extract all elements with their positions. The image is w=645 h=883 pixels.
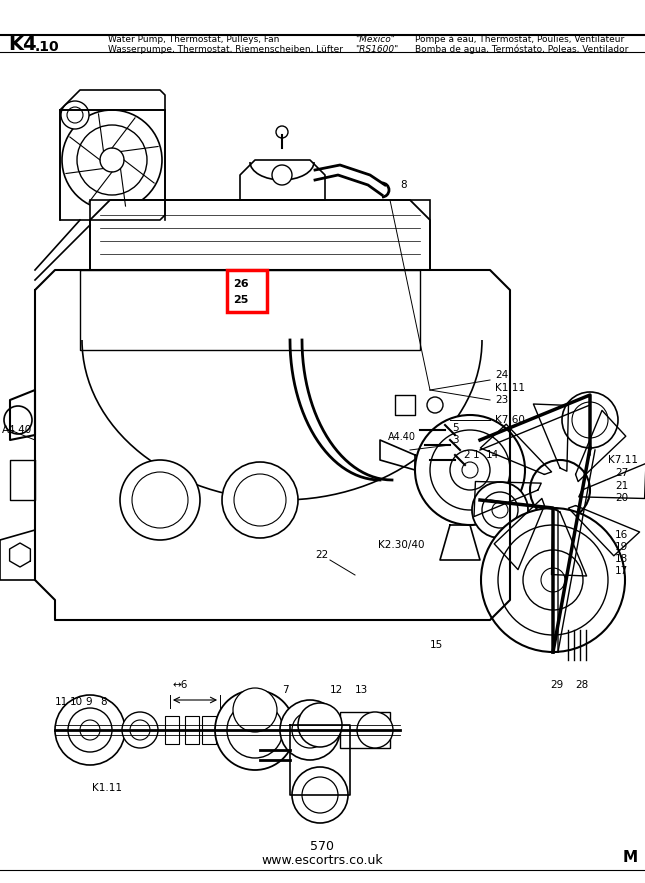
Bar <box>165 716 179 744</box>
Text: 3: 3 <box>452 435 459 445</box>
Text: A4.40: A4.40 <box>2 425 32 435</box>
Text: 2: 2 <box>463 450 470 460</box>
Circle shape <box>61 101 89 129</box>
Text: 11: 11 <box>55 697 68 707</box>
Text: 18: 18 <box>615 554 628 564</box>
Circle shape <box>215 690 295 770</box>
Circle shape <box>492 502 508 518</box>
Text: 17: 17 <box>615 566 628 576</box>
Circle shape <box>472 482 528 538</box>
Circle shape <box>302 777 338 813</box>
Circle shape <box>276 126 288 138</box>
Circle shape <box>120 460 200 540</box>
Circle shape <box>4 406 32 434</box>
Circle shape <box>234 474 286 526</box>
Text: A4.40: A4.40 <box>388 432 416 442</box>
Circle shape <box>415 415 525 525</box>
Text: 29: 29 <box>550 680 563 690</box>
Circle shape <box>130 720 150 740</box>
Text: 570: 570 <box>310 841 334 854</box>
Circle shape <box>298 703 342 747</box>
Text: 20: 20 <box>615 493 628 503</box>
Circle shape <box>233 688 277 732</box>
Bar <box>202 716 216 744</box>
Text: .10: .10 <box>35 40 59 54</box>
Circle shape <box>68 708 112 752</box>
Text: 1: 1 <box>473 450 480 460</box>
Text: 8: 8 <box>400 180 406 190</box>
Circle shape <box>462 462 478 478</box>
Bar <box>90 200 430 270</box>
Circle shape <box>80 720 100 740</box>
Text: 12: 12 <box>330 685 343 695</box>
Circle shape <box>548 478 572 502</box>
Text: K2.30/40: K2.30/40 <box>378 540 424 550</box>
Text: 28: 28 <box>575 680 588 690</box>
Circle shape <box>280 700 340 760</box>
Circle shape <box>562 392 618 448</box>
Circle shape <box>481 508 625 652</box>
Text: "RS1600": "RS1600" <box>355 44 398 54</box>
Text: 26: 26 <box>233 279 248 289</box>
Circle shape <box>530 460 590 520</box>
Circle shape <box>292 767 348 823</box>
Text: www.escortrs.co.uk: www.escortrs.co.uk <box>261 854 383 866</box>
Circle shape <box>498 525 608 635</box>
Text: 16: 16 <box>615 530 628 540</box>
Bar <box>340 712 390 748</box>
Text: Pompe à eau, Thermostat, Poulies, Ventilateur: Pompe à eau, Thermostat, Poulies, Ventil… <box>415 35 624 44</box>
Circle shape <box>272 165 292 185</box>
Text: Water Pump, Thermostat, Pulleys, Fan: Water Pump, Thermostat, Pulleys, Fan <box>108 35 279 44</box>
Circle shape <box>222 462 298 538</box>
Circle shape <box>427 397 443 413</box>
Text: 10: 10 <box>70 697 83 707</box>
Text: 7: 7 <box>282 685 288 695</box>
Text: 5: 5 <box>452 423 459 433</box>
Circle shape <box>62 110 162 210</box>
Text: 15: 15 <box>430 640 443 650</box>
Text: "Mexico": "Mexico" <box>355 35 395 44</box>
Text: K1.11: K1.11 <box>495 383 525 393</box>
Circle shape <box>357 712 393 748</box>
Text: 21: 21 <box>615 481 628 491</box>
Text: ↔6: ↔6 <box>172 680 188 690</box>
Text: 22: 22 <box>315 550 328 560</box>
Circle shape <box>100 148 124 172</box>
Text: 19: 19 <box>615 542 628 552</box>
Circle shape <box>132 472 188 528</box>
Text: 13: 13 <box>355 685 368 695</box>
Bar <box>227 270 267 312</box>
Circle shape <box>292 712 328 748</box>
Text: Wasserpumpe, Thermostat, Riemenscheiben, Lüfter: Wasserpumpe, Thermostat, Riemenscheiben,… <box>108 44 343 54</box>
Circle shape <box>482 492 518 528</box>
Circle shape <box>541 568 565 592</box>
Text: 25: 25 <box>233 295 248 305</box>
Text: 9: 9 <box>85 697 92 707</box>
Circle shape <box>523 550 583 610</box>
Text: 14: 14 <box>486 450 499 460</box>
Text: 24: 24 <box>495 370 508 380</box>
Text: K4: K4 <box>8 34 37 54</box>
Text: K7.60: K7.60 <box>495 415 525 425</box>
Text: 23: 23 <box>495 395 508 405</box>
Bar <box>185 716 199 744</box>
Circle shape <box>572 402 608 438</box>
Circle shape <box>67 107 83 123</box>
Circle shape <box>122 712 158 748</box>
Text: K7.11: K7.11 <box>608 455 638 465</box>
Circle shape <box>77 125 147 195</box>
Circle shape <box>450 450 490 490</box>
Circle shape <box>430 430 510 510</box>
Circle shape <box>538 468 582 512</box>
Text: M: M <box>622 850 637 865</box>
Circle shape <box>227 702 283 758</box>
Circle shape <box>55 695 125 765</box>
Text: Bomba de agua, Termóstato, Poleas, Ventilador: Bomba de agua, Termóstato, Poleas, Venti… <box>415 44 628 54</box>
Text: 27: 27 <box>615 468 628 478</box>
Text: 8: 8 <box>100 697 106 707</box>
Text: K1.11: K1.11 <box>92 783 122 793</box>
